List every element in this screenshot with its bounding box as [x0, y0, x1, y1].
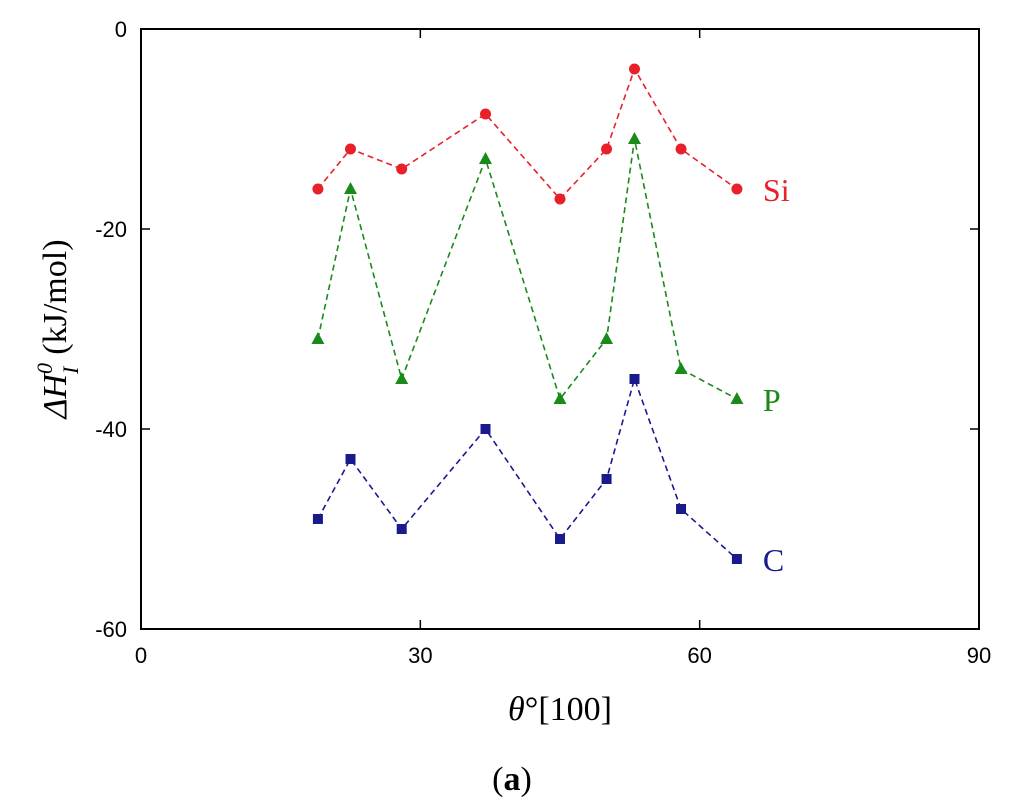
plot-frame — [140, 28, 980, 630]
series-line-p — [317, 138, 738, 401]
point-c — [676, 504, 687, 514]
caption-close: ) — [521, 761, 532, 798]
y-tick-label: -20 — [95, 217, 127, 242]
point-c — [731, 554, 742, 564]
point-si — [675, 143, 687, 155]
series-line-si — [317, 67, 738, 201]
point-p — [553, 392, 567, 404]
point-si — [312, 183, 324, 195]
series-p — [311, 132, 744, 404]
point-p — [395, 372, 409, 384]
x-axis-title: θ°[100] — [508, 691, 612, 728]
point-c — [312, 514, 323, 524]
y-tick-label: -60 — [95, 617, 127, 642]
point-c — [396, 524, 407, 534]
axis-ticks: 0 30 60 90 0 -20 -40 -60 — [95, 17, 991, 668]
point-p — [627, 132, 641, 144]
series-labels: Si P C — [763, 172, 790, 578]
x-axis-symbol: θ — [508, 691, 525, 728]
series-c — [312, 374, 742, 564]
point-c — [480, 424, 491, 434]
series-label-si: Si — [763, 172, 790, 208]
x-tick-label: 60 — [687, 643, 711, 668]
series-si — [312, 63, 743, 205]
point-si — [480, 108, 492, 120]
y-tick-label: -40 — [95, 417, 127, 442]
point-si — [345, 143, 356, 155]
series-layer — [311, 63, 744, 564]
series-label-c: C — [763, 542, 784, 578]
point-si — [554, 193, 566, 205]
series-label-p: P — [763, 382, 781, 418]
y-axis-unit: (kJ/mol) — [37, 239, 74, 354]
point-p — [311, 332, 325, 344]
caption-open: ( — [492, 761, 503, 798]
x-axis-rest: °[100] — [525, 691, 612, 728]
point-p — [674, 362, 688, 374]
y-axis-prefix: ΔH — [37, 372, 74, 421]
y-tick-label: 0 — [115, 17, 127, 42]
point-c — [345, 454, 356, 464]
point-si — [601, 143, 613, 155]
y-axis-sub: I — [58, 365, 83, 375]
y-axis-title: ΔH0I (kJ/mol) — [32, 239, 83, 420]
x-tick-label: 30 — [408, 643, 432, 668]
point-p — [344, 182, 357, 194]
x-tick-label: 90 — [967, 643, 991, 668]
caption-letter: a — [504, 761, 521, 798]
point-si — [731, 183, 743, 195]
point-p — [730, 392, 744, 404]
y-axis-sup: 0 — [32, 363, 57, 374]
point-p — [600, 332, 614, 344]
point-si — [396, 163, 408, 175]
point-c — [629, 374, 640, 384]
point-c — [601, 474, 612, 484]
point-si — [628, 63, 640, 75]
point-p — [479, 152, 493, 164]
point-c — [555, 534, 565, 544]
series-line-c — [317, 376, 738, 560]
figure-caption: (a) — [492, 761, 532, 798]
x-tick-label: 0 — [135, 643, 147, 668]
